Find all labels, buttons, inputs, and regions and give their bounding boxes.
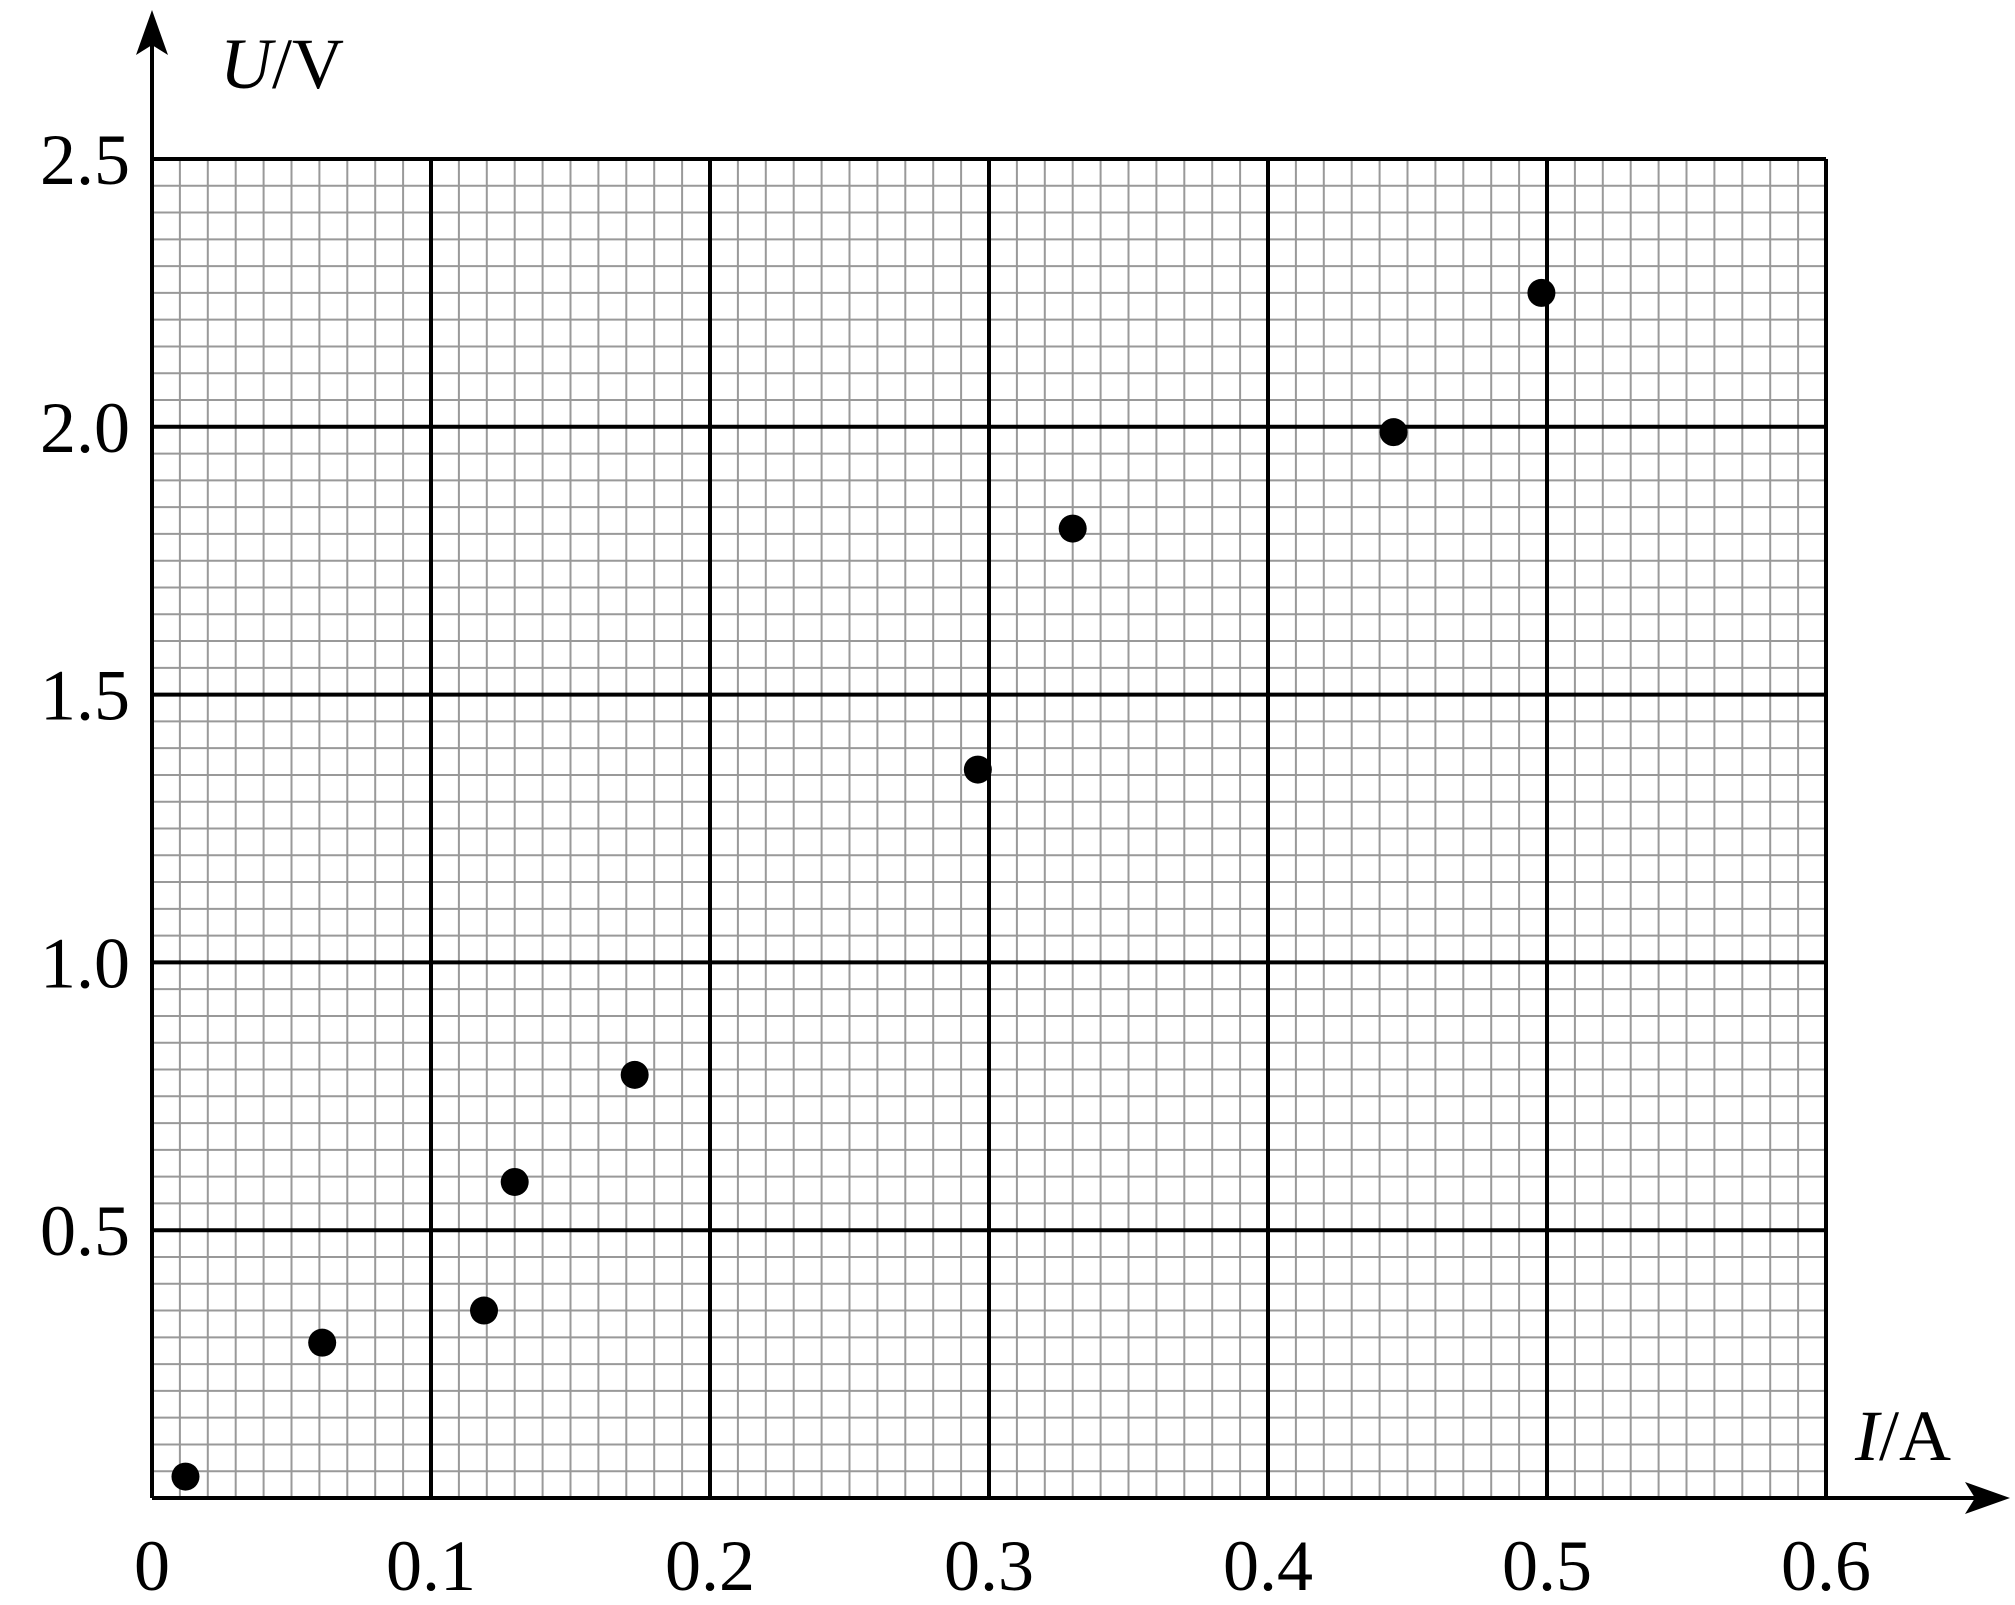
data-point: [171, 1462, 200, 1491]
y-label-symbol: U: [220, 24, 276, 104]
y-tick-label: 0.5: [40, 1191, 130, 1271]
y-tick-label: 2.5: [40, 120, 130, 200]
y-label-unit: /V: [272, 24, 344, 104]
data-point: [470, 1296, 499, 1325]
y-tick-label: 2.0: [40, 388, 130, 468]
x-axis-label: I/A: [1854, 1396, 1951, 1476]
x-tick-label: 0: [134, 1526, 170, 1605]
y-axis-label: U/V: [220, 24, 344, 104]
x-label-symbol: I: [1854, 1396, 1882, 1476]
x-axis-arrow: [1965, 1482, 2010, 1514]
x-tick-label: 0.2: [665, 1526, 755, 1605]
y-axis-arrow: [136, 10, 168, 55]
y-tick-label: 1.0: [40, 923, 130, 1003]
x-tick-label: 0.4: [1223, 1526, 1313, 1605]
x-label-unit: /A: [1879, 1396, 1951, 1476]
data-point: [963, 755, 992, 784]
data-point: [308, 1328, 337, 1357]
data-point: [1379, 418, 1408, 447]
data-point: [1527, 278, 1556, 307]
x-tick-label: 0.6: [1781, 1526, 1871, 1605]
data-point: [1058, 514, 1087, 543]
data-point: [620, 1060, 649, 1089]
x-tick-label: 0.1: [386, 1526, 476, 1605]
data-point: [500, 1167, 529, 1196]
y-tick-label: 1.5: [40, 656, 130, 736]
x-tick-label: 0.3: [944, 1526, 1034, 1605]
x-tick-label: 0.5: [1502, 1526, 1592, 1605]
